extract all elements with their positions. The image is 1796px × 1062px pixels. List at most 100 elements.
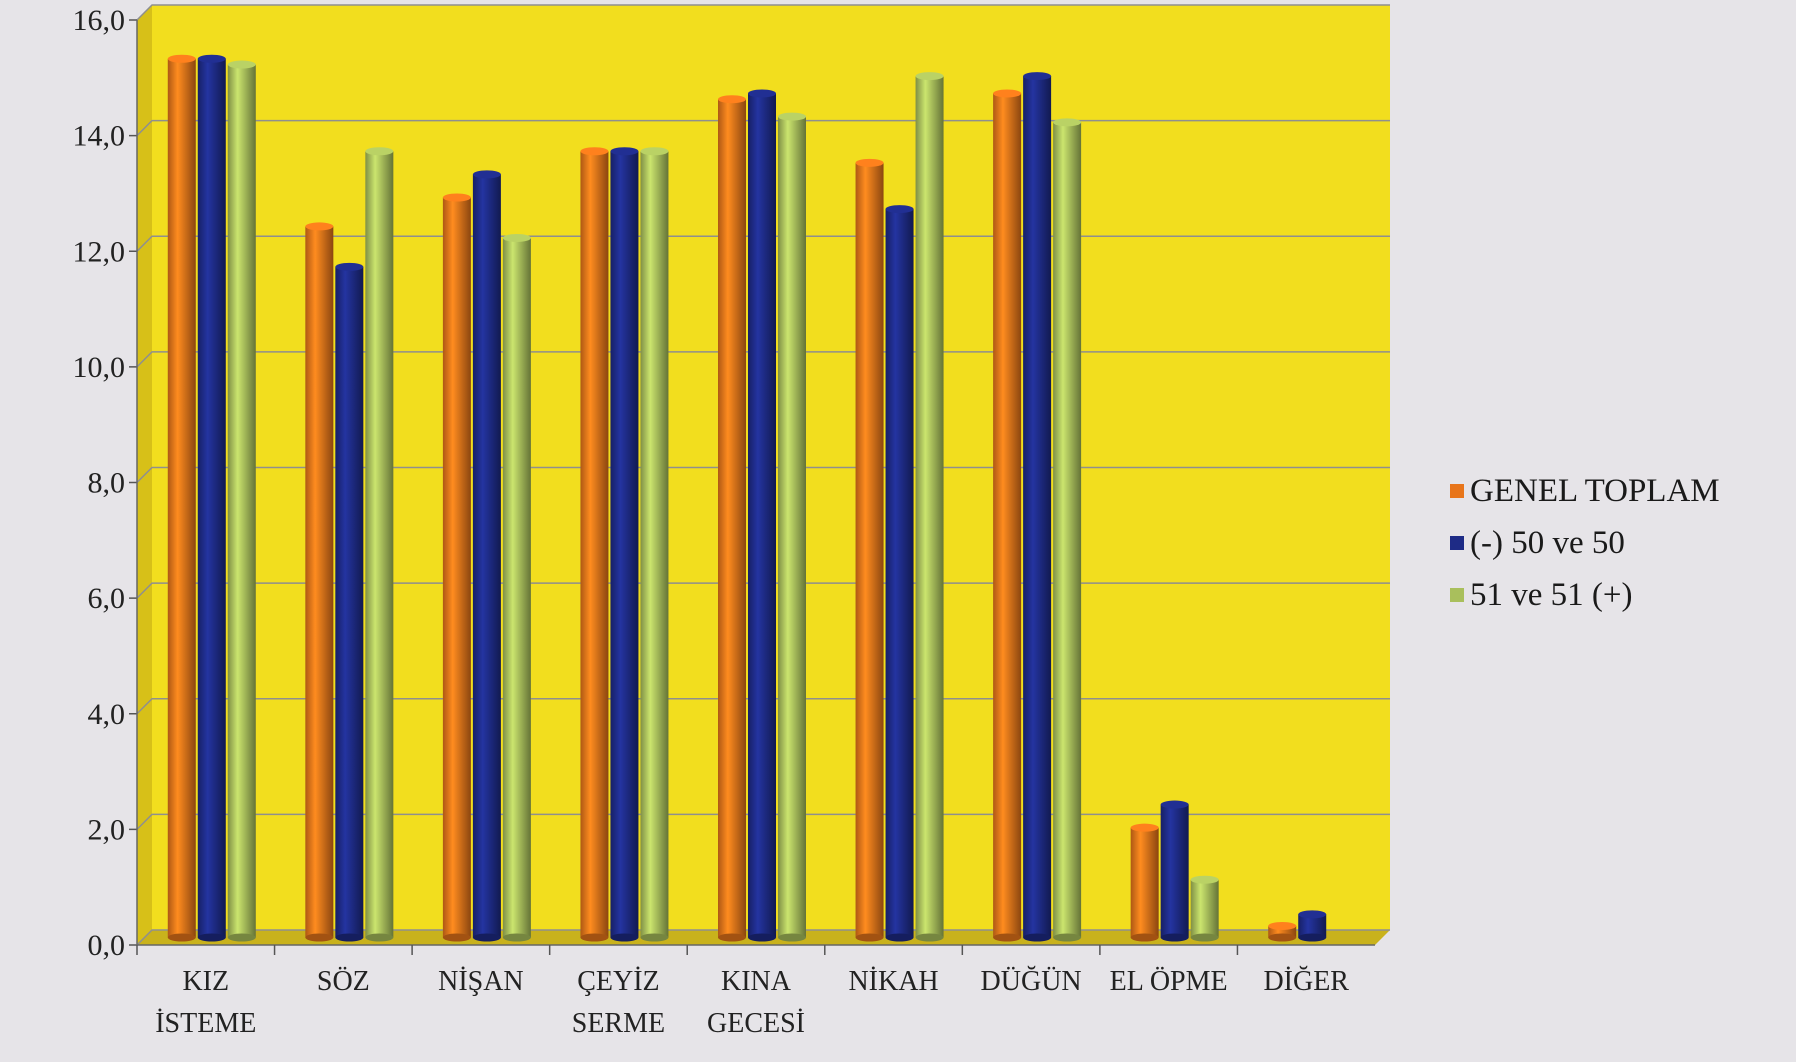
bar (778, 112, 806, 942)
gridline (136, 929, 1390, 946)
bar-body (472, 174, 501, 938)
bar-base (305, 933, 334, 942)
bar-body (335, 266, 364, 938)
bar-cap (442, 193, 471, 202)
bar-body (1130, 827, 1159, 938)
bar-cap (778, 112, 806, 121)
bar-cap (885, 205, 914, 214)
bar (305, 222, 334, 942)
bar-base (993, 933, 1022, 942)
bar (167, 54, 196, 942)
legend-label: (-) 50 ve 50 (1470, 524, 1625, 561)
bar-body (1053, 122, 1082, 938)
bar-cap (1190, 875, 1219, 884)
y-tick-label: 12,0 (73, 235, 126, 268)
bar-body (1023, 76, 1052, 938)
bar-cap (472, 170, 501, 179)
bar-body (502, 237, 531, 938)
bar (227, 60, 256, 942)
bar-cap (580, 147, 609, 156)
bar-cap (610, 147, 639, 156)
x-tick-label: ÇEYİZ SERME (572, 966, 665, 1039)
bar (1160, 800, 1189, 942)
bar-base (1130, 933, 1159, 942)
bar-cap (227, 60, 256, 69)
bar-base (748, 933, 776, 942)
bar-body (718, 99, 746, 938)
bar-cap (1130, 823, 1159, 832)
bar-body (610, 151, 639, 938)
bar (1023, 72, 1052, 942)
bar-base (227, 933, 256, 942)
bar-body (915, 76, 944, 938)
bar (365, 147, 394, 942)
bar-base (885, 933, 914, 942)
bar-base (1190, 933, 1219, 942)
grid-lines (136, 4, 1390, 946)
bar-cap (855, 158, 884, 167)
y-tick-label: 10,0 (73, 351, 126, 384)
bar-cap (915, 72, 944, 81)
bar-base (472, 933, 501, 942)
bar-base (640, 933, 669, 942)
legend-swatch (1450, 536, 1464, 550)
bar (610, 147, 639, 942)
x-tick-label: DİĞER (1263, 966, 1349, 997)
bar (580, 147, 609, 942)
y-tick-label: 6,0 (88, 582, 126, 615)
x-tick-label: EL ÖPME (1110, 966, 1228, 997)
bar-cap (640, 147, 669, 156)
bar-cap (748, 89, 776, 98)
bar-body (305, 226, 334, 938)
legend: GENEL TOPLAM (-) 50 ve 50 51 ve 51 (+) (1450, 465, 1720, 621)
gridline (136, 351, 1390, 368)
bar-body (885, 209, 914, 938)
y-tick-label: 16,0 (73, 4, 126, 37)
bar (442, 193, 471, 942)
bar-base (1053, 933, 1082, 942)
bar (335, 262, 364, 942)
bar-base (365, 933, 394, 942)
bar-cap (1160, 800, 1189, 809)
bar-cap (1053, 118, 1082, 127)
x-axis: KIZ İSTEME SÖZ NİŞAN ÇEYİZ SERME KINA GECESİ NİK… (136, 944, 1375, 1039)
bar (915, 72, 944, 942)
bar-cap (718, 95, 746, 104)
bar-cap (335, 262, 364, 271)
bar-base (335, 933, 364, 942)
legend-item: 51 ve 51 (+) (1450, 569, 1720, 621)
bar-body (442, 197, 471, 938)
bar-body (1190, 879, 1219, 938)
bar-cap (365, 147, 394, 156)
gridline (136, 813, 1390, 830)
bar (472, 170, 501, 942)
bar-base (778, 933, 806, 942)
legend-swatch (1450, 484, 1464, 498)
bar (1053, 118, 1082, 942)
gridline (136, 235, 1390, 252)
legend-label: 51 ve 51 (+) (1470, 576, 1633, 613)
bars (167, 54, 1327, 942)
bar-base (1298, 933, 1327, 942)
y-tick-label: 4,0 (88, 698, 126, 731)
gridline (136, 119, 1390, 137)
bar (1190, 875, 1219, 942)
bar-body (580, 151, 609, 938)
bar-base (197, 933, 226, 942)
bar-base (718, 933, 746, 942)
bar-body (1298, 914, 1327, 938)
bar-base (855, 933, 884, 942)
bar-base (1023, 933, 1052, 942)
bar-base (442, 933, 471, 942)
bar-base (502, 933, 531, 942)
bar-body (227, 64, 256, 938)
bar-body (748, 93, 776, 938)
x-tick-label: SÖZ (317, 966, 370, 997)
bar (1130, 823, 1159, 942)
bar (640, 147, 669, 942)
bar-cap (167, 54, 196, 63)
bar-base (580, 933, 609, 942)
bar-body (365, 151, 394, 938)
bar (885, 205, 914, 942)
